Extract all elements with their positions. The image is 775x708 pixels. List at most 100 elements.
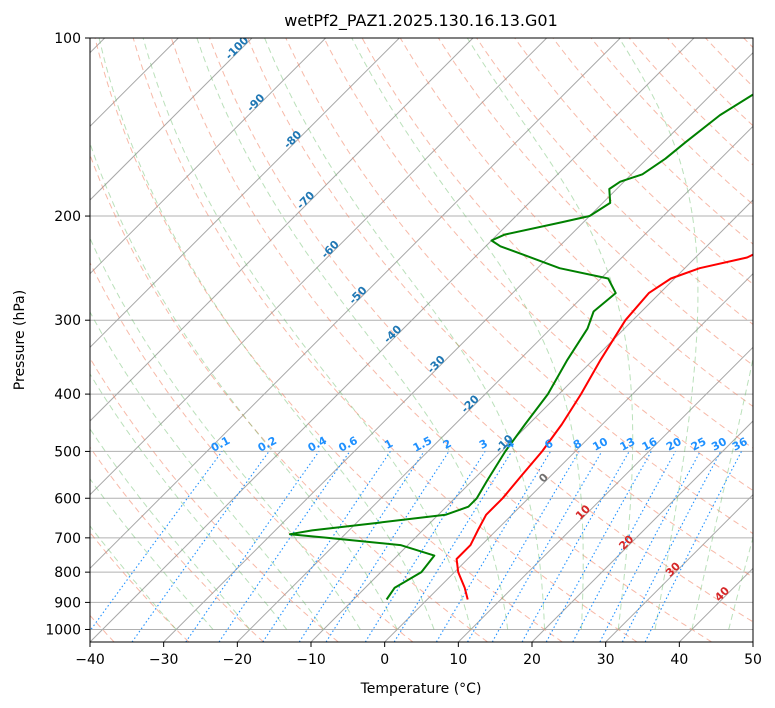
mixing-ratio-label: 3 (477, 437, 490, 452)
moist-adiabat-line (691, 356, 753, 630)
x-tick-label: 30 (597, 652, 615, 668)
y-tick-label: 200 (54, 209, 81, 225)
mixing-ratio-line (325, 451, 450, 642)
mixing-ratio-line (218, 451, 351, 642)
isotherm-line (90, 38, 327, 275)
x-tick-label: 50 (744, 652, 762, 668)
y-axis: 100 200 300 400 500 600 700 800 900 1000 (45, 31, 90, 638)
dry-adiabat-label: -60 (319, 238, 342, 261)
dry-adiabat-line (743, 38, 753, 49)
isotherm-line (678, 567, 753, 642)
y-tick-label: 600 (54, 491, 81, 507)
y-tick-label: 400 (54, 387, 81, 403)
isotherm-line (457, 346, 753, 642)
x-tick-label: −10 (296, 652, 326, 668)
dry-adiabat-line (170, 38, 712, 642)
mixing-ratio-label: 2 (441, 437, 454, 452)
dry-adiabat-line (514, 38, 753, 285)
mixing-ratio-line (572, 451, 676, 642)
mixing-ratio-line (185, 451, 320, 642)
dry-adiabat-line (209, 38, 753, 623)
dry-adiabat-line (132, 38, 638, 642)
dry-adiabat-label: -70 (294, 189, 317, 212)
moist-adiabat-line (90, 427, 251, 630)
x-tick-label: 20 (523, 652, 541, 668)
y-tick-label: 300 (54, 313, 81, 329)
dry-adiabat-line (705, 38, 753, 88)
moist-adiabat-line (90, 237, 361, 630)
x-axis-label: Temperature (°C) (360, 681, 482, 697)
mixing-ratio-line (545, 451, 652, 642)
dry-adiabat-line (323, 38, 753, 492)
moist-adiabat-line (264, 38, 545, 630)
mixing-ratio-label: 20 (664, 435, 684, 454)
mixing-ratio-label: 36 (730, 435, 750, 454)
dry-adiabat-line (94, 38, 563, 642)
dry-adiabat-label: -80 (281, 128, 304, 151)
moist-adiabat-line (90, 373, 288, 630)
moist-adiabat-line (90, 311, 324, 630)
moist-adiabat-line (90, 478, 214, 630)
isotherm-line (90, 38, 474, 422)
isotherm-line (90, 38, 400, 349)
mixing-ratio-line (262, 451, 391, 642)
dry-adiabat-line (90, 531, 190, 642)
background-lines (90, 38, 753, 642)
y-axis-label: Pressure (hPa) (12, 290, 28, 390)
y-tick-label: 500 (54, 444, 81, 460)
dry-adiabat-label: 40 (712, 584, 732, 604)
isotherm-line (90, 38, 695, 642)
y-tick-label: 1000 (45, 622, 81, 638)
moist-adiabat-line (90, 141, 398, 630)
moist-adiabat-line (728, 535, 753, 630)
mixing-ratio-line (644, 451, 742, 642)
dry-adiabat-label: -30 (425, 353, 448, 376)
x-axis: −40 −30 −20 −10 0 10 20 30 40 50 (75, 642, 762, 668)
isotherm-line (90, 38, 548, 496)
dry-adiabat-line (285, 38, 753, 535)
dry-adiabat-line (90, 357, 339, 642)
mixing-ratio-line (298, 451, 425, 642)
moist-adiabat-line (142, 38, 472, 630)
dry-adiabat-line (590, 38, 753, 206)
isotherm-line (90, 38, 253, 201)
mixing-ratio-label: 25 (689, 435, 709, 454)
isotherm-line (384, 272, 753, 642)
x-tick-label: 10 (449, 652, 467, 668)
data-lines (288, 93, 753, 601)
isotherm-line (752, 641, 753, 642)
x-tick-label: −30 (149, 652, 179, 668)
dry-adiabat-label: -40 (381, 322, 404, 345)
dry-adiabat-label: 20 (616, 532, 636, 552)
moist-adiabat-line (466, 38, 634, 630)
mixing-ratio-line (599, 451, 701, 642)
y-tick-label: 700 (54, 531, 81, 547)
temperature-profile-line (455, 253, 753, 600)
mixing-ratio-label: 10 (590, 435, 610, 454)
line-labels: 0.1 0.2 0.4 0.6 1 1.5 2 3 4 6 8 10 13 16 20 25 30 36-100-… (209, 38, 750, 604)
mixing-ratio-label: 16 (640, 435, 660, 454)
dry-adiabat-line (552, 38, 753, 245)
x-tick-label: −20 (223, 652, 253, 668)
x-tick-label: −40 (75, 652, 105, 668)
dry-adiabat-label: -90 (244, 91, 267, 114)
mixing-ratio-line (131, 451, 270, 642)
moist-adiabat-line (90, 525, 177, 630)
mixing-ratio-line (393, 451, 513, 642)
x-tick-label: 0 (380, 652, 389, 668)
isotherm-line (236, 125, 753, 642)
mixing-ratio-line (364, 451, 486, 642)
moist-adiabat-line (196, 38, 509, 630)
dry-adiabat-line (90, 261, 414, 642)
dry-adiabat-label: 30 (663, 559, 683, 579)
moist-adiabat-line (351, 38, 584, 630)
isotherm-line (531, 420, 753, 642)
mixing-ratio-line (521, 451, 630, 642)
mixing-ratio-label: 13 (618, 435, 638, 454)
y-tick-label: 100 (54, 31, 81, 47)
dry-adiabat-line (476, 38, 753, 326)
mixing-ratio-label: 30 (709, 435, 729, 454)
dry-adiabat-label: -20 (459, 392, 482, 415)
isotherm-line (605, 493, 753, 642)
